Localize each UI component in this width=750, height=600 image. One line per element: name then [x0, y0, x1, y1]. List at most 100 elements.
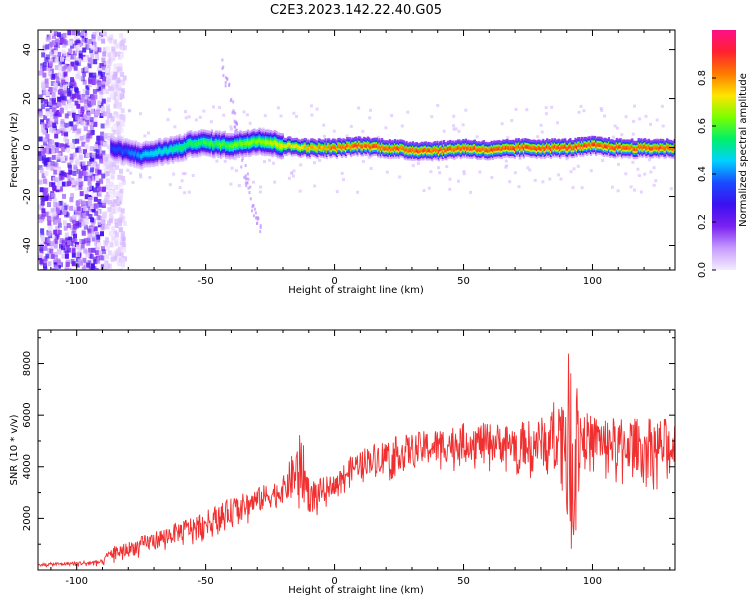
ridge-cell [161, 155, 164, 158]
speckle-cell [139, 175, 143, 179]
ridge-cell [157, 138, 161, 141]
noise-cell [41, 127, 45, 133]
ridge-cell [161, 145, 164, 148]
ridge-cell [453, 143, 456, 147]
noise-cell [101, 173, 106, 179]
ridge-cell [179, 157, 182, 160]
speckle-cell [633, 188, 636, 192]
ridge-cell [123, 160, 126, 163]
ridge-cell [431, 145, 434, 148]
ridge-cell [257, 129, 260, 132]
ridge-cell [176, 158, 179, 162]
ridge-cell [301, 144, 304, 147]
ridge-cell [249, 146, 252, 149]
ridge-cell [312, 142, 315, 146]
noise-cell [110, 215, 114, 221]
noise-cell [93, 121, 98, 127]
ridge-cell [231, 141, 234, 144]
ridge-cell [317, 138, 320, 141]
noise-cell [97, 145, 102, 151]
ridge-cell [350, 152, 353, 156]
ridge-cell [372, 138, 375, 141]
ridge-cell [152, 152, 155, 156]
ridge-cell [181, 155, 184, 158]
ridge-cell [191, 151, 194, 154]
ridge-cell [324, 148, 327, 151]
ridge-cell [177, 152, 180, 155]
speckle-cell [504, 159, 508, 163]
ridge-cell [299, 147, 302, 151]
ridge-cell [223, 132, 226, 136]
ridge-cell [252, 131, 255, 134]
ridge-cell [213, 156, 216, 159]
ridge-cell [212, 142, 215, 145]
noise-cell [68, 40, 73, 46]
speckle-cell [457, 179, 460, 183]
ridge-cell [281, 156, 284, 160]
ridge-cell [375, 139, 378, 142]
ridge-cell [424, 145, 427, 148]
chirp-cell [234, 125, 237, 129]
noise-cell [87, 228, 92, 234]
ridge-cell [337, 147, 340, 151]
ridge-cell [359, 152, 362, 155]
ridge-cell [437, 147, 440, 150]
ridge-cell [387, 148, 390, 152]
ridge-cell [344, 149, 348, 152]
ridge-cell [499, 152, 502, 155]
ridge-cell [227, 138, 230, 142]
ridge-cell [130, 146, 133, 149]
ridge-cell [204, 147, 207, 150]
noise-cell [81, 221, 86, 227]
ridge-cell [290, 150, 293, 153]
ridge-cell [165, 145, 168, 148]
ridge-cell [356, 154, 359, 157]
ridge-cell [328, 154, 331, 157]
ridge-cell [310, 154, 313, 157]
ridge-cell [397, 150, 400, 153]
ridge-cell [272, 136, 275, 139]
ridge-cell [433, 145, 437, 148]
ridge-cell [270, 133, 273, 137]
ridge-cell [439, 151, 442, 154]
ridge-cell [228, 145, 231, 148]
noise-cell [66, 147, 71, 153]
ridge-cell [440, 146, 443, 149]
noise-cell [51, 92, 56, 97]
ridge-cell [479, 157, 482, 160]
ridge-cell [292, 138, 295, 141]
ridge-cell [192, 147, 195, 150]
noise-cell [97, 82, 102, 87]
ridge-cell [228, 143, 231, 146]
ridge-cell [334, 143, 337, 146]
noise-cell [69, 197, 74, 203]
ridge-cell [132, 152, 135, 155]
ridge-cell [239, 145, 242, 149]
ridge-cell [477, 141, 480, 144]
ridge-cell [333, 146, 336, 149]
ridge-cell [255, 147, 259, 150]
ridge-cell [284, 147, 287, 151]
speckle-cell [510, 119, 514, 122]
ridge-cell [290, 138, 293, 141]
ridge-cell [196, 131, 199, 135]
ridge-cell [201, 129, 204, 133]
ridge-cell [277, 140, 280, 143]
noise-cell [82, 79, 87, 85]
ridge-cell [161, 153, 164, 156]
ridge-cell [368, 145, 371, 148]
ridge-cell [351, 149, 354, 152]
ridge-cell [213, 136, 216, 139]
ridge-cell [243, 131, 246, 134]
noise-cell [38, 136, 43, 142]
noise-cell [88, 197, 93, 202]
ridge-cell [450, 150, 453, 154]
ridge-cell [147, 156, 150, 160]
ridge-cell [183, 145, 186, 148]
noise-cell [82, 206, 87, 212]
ridge-cell [401, 139, 404, 143]
noise-cell [88, 184, 92, 190]
ridge-cell [272, 132, 275, 135]
ridge-cell [467, 155, 470, 158]
